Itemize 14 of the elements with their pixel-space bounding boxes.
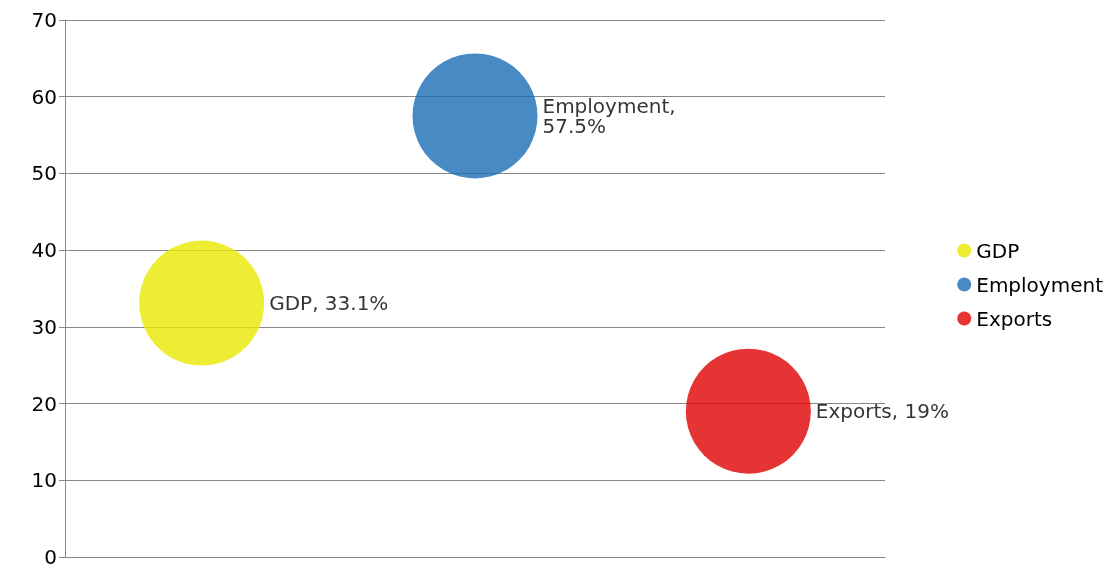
legend-label: GDP [976, 238, 1020, 263]
y-tick-label: 10 [31, 468, 57, 493]
y-tick-label: 50 [31, 161, 57, 186]
data-label: Employment, 57.5% [542, 93, 682, 138]
y-tick-label: 40 [31, 238, 57, 263]
y-tick-label: 0 [44, 545, 57, 569]
y-tick-label: 20 [31, 391, 57, 416]
y-tick-label: 70 [31, 8, 57, 32]
legend-label: Employment [976, 272, 1104, 297]
data-label: GDP, 33.1% [269, 291, 389, 316]
legend-label: Exports [976, 306, 1053, 331]
y-tick-label: 30 [31, 314, 57, 339]
y-tick-label: 60 [31, 84, 57, 109]
data-label: Exports, 19% [815, 399, 949, 424]
